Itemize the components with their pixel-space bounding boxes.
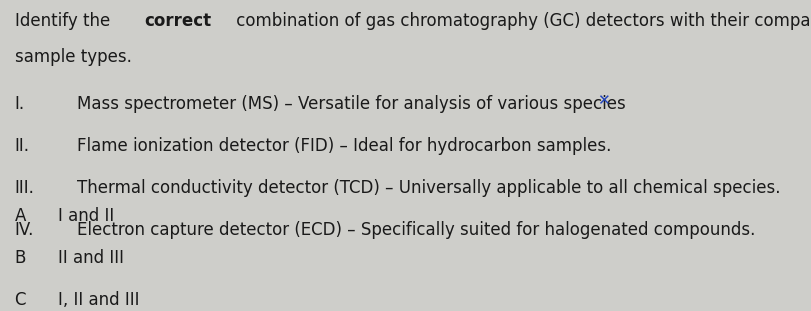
Text: II.: II. xyxy=(15,137,29,155)
Text: correct: correct xyxy=(144,12,211,30)
Text: Mass spectrometer (MS) – Versatile for analysis of various species: Mass spectrometer (MS) – Versatile for a… xyxy=(77,95,625,113)
Text: A: A xyxy=(15,207,26,225)
Text: I and II: I and II xyxy=(58,207,114,225)
Text: Identify the: Identify the xyxy=(15,12,115,30)
Text: I, II and III: I, II and III xyxy=(58,291,139,309)
Text: Flame ionization detector (FID) – Ideal for hydrocarbon samples.: Flame ionization detector (FID) – Ideal … xyxy=(77,137,611,155)
Text: sample types.: sample types. xyxy=(15,48,131,66)
Text: IV.: IV. xyxy=(15,221,34,239)
Text: ✕: ✕ xyxy=(596,93,609,108)
Text: III.: III. xyxy=(15,179,34,197)
Text: I.: I. xyxy=(15,95,24,113)
Text: Electron capture detector (ECD) – Specifically suited for halogenated compounds.: Electron capture detector (ECD) – Specif… xyxy=(77,221,754,239)
Text: II and III: II and III xyxy=(58,249,124,267)
Text: B: B xyxy=(15,249,26,267)
Text: C: C xyxy=(15,291,26,309)
Text: combination of gas chromatography (GC) detectors with their compatible: combination of gas chromatography (GC) d… xyxy=(230,12,811,30)
Text: Thermal conductivity detector (TCD) – Universally applicable to all chemical spe: Thermal conductivity detector (TCD) – Un… xyxy=(77,179,779,197)
